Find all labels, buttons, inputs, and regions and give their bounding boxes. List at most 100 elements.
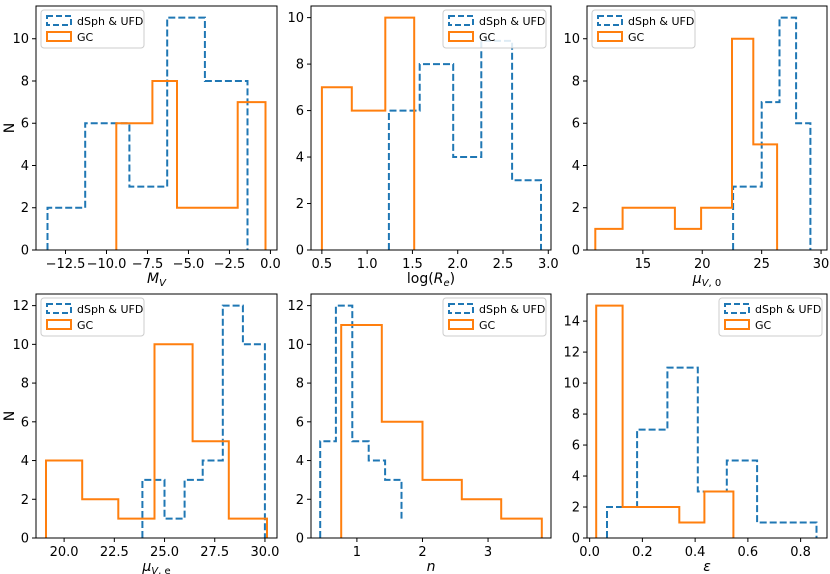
x-tick-label: 30: [813, 257, 830, 272]
x-tick-label: 25.0: [150, 545, 179, 560]
dsph-ufd-histogram-series: [319, 304, 403, 538]
x-axis-label: log(Re): [407, 271, 455, 289]
y-axis-label: N: [2, 123, 18, 133]
y-tick-label: 10: [287, 338, 304, 353]
y-tick-label: 8: [21, 74, 29, 89]
x-tick-label: 20: [694, 257, 711, 272]
x-tick-label: −5.0: [173, 257, 205, 272]
y-tick-label: 4: [572, 470, 580, 485]
y-tick-label: 4: [296, 454, 304, 469]
y-tick-label: 6: [21, 117, 29, 132]
legend-label-dsph-ufd: dSph & UFD: [479, 15, 545, 28]
y-tick-label: 14: [563, 315, 580, 330]
y-tick-label: 6: [296, 415, 304, 430]
y-tick-label: 2: [572, 201, 580, 216]
x-tick-label: 2.0: [447, 257, 468, 272]
legend-swatch-dsph-ufd: [46, 303, 72, 314]
x-axis-label: MV: [147, 271, 167, 289]
dsph-ufd-histogram-series: [732, 16, 812, 250]
legend: dSph & UFD GC: [442, 9, 547, 49]
legend-swatch-gc: [597, 31, 623, 42]
histogram-panel-2: 0.5 1.0 1.5 2.0 2.5 3.0 0 2 4 6 8 10 log(Re) dSph & U…: [287, 5, 559, 289]
y-axis-label: N: [2, 411, 18, 421]
y-tick-label: 10: [563, 377, 580, 392]
x-axis-label: n: [427, 559, 436, 574]
y-tick-label: 12: [12, 299, 29, 314]
x-tick-label: 27.5: [200, 545, 229, 560]
x-tick-label: 3.0: [538, 257, 559, 272]
legend-label-dsph-ufd: dSph & UFD: [77, 15, 143, 28]
legend: dSph & UFD GC: [718, 297, 823, 337]
y-tick-label: 6: [296, 104, 304, 119]
x-tick-label: −7.5: [132, 257, 164, 272]
x-tick-label: 25: [753, 257, 770, 272]
gc-histogram-series: [45, 343, 268, 538]
y-tick-label: 0: [21, 532, 29, 547]
axes-frame: [35, 5, 278, 251]
x-tick-label: 1: [353, 545, 361, 560]
y-tick-label: 8: [296, 58, 304, 73]
axes-frame: [310, 5, 552, 251]
legend-swatch-dsph-ufd: [597, 15, 623, 26]
x-tick-label: −12.5: [46, 257, 86, 272]
y-tick-label: 0: [296, 532, 304, 547]
x-tick-label: 0.2: [632, 545, 653, 560]
legend: dSph & UFD GC: [591, 9, 696, 49]
legend-box: [442, 297, 547, 337]
x-tick-label: 30.0: [250, 545, 279, 560]
y-tick-label: 4: [572, 159, 580, 174]
x-axis-label: μV, e: [141, 559, 170, 574]
y-tick-label: 8: [572, 408, 580, 423]
y-tick-label: 6: [572, 439, 580, 454]
legend-swatch-gc: [46, 319, 72, 330]
legend-label-gc: GC: [77, 31, 94, 44]
axes-frame: [35, 293, 278, 539]
legend-box: [591, 9, 696, 49]
x-tick-label: 0.4: [685, 545, 706, 560]
legend-label-gc: GC: [77, 319, 94, 332]
legend-swatch-gc: [448, 31, 474, 42]
legend-box: [718, 297, 823, 337]
y-tick-label: 2: [296, 197, 304, 212]
y-tick-label: 8: [21, 377, 29, 392]
y-tick-label: 0: [572, 244, 580, 259]
legend-label-dsph-ufd: dSph & UFD: [77, 303, 143, 316]
y-tick-label: 12: [563, 346, 580, 361]
y-tick-label: 10: [563, 32, 580, 47]
legend-label-gc: GC: [755, 319, 772, 332]
gc-histogram-series: [594, 37, 779, 250]
histogram-panel-1: −12.5 −10.0 −7.5 −5.0 −2.5 0.0 0 2 4 6 8 10 MV NdSph …: [2, 5, 281, 289]
gc-histogram-series: [340, 324, 543, 538]
x-axis-label: μV, 0: [692, 271, 722, 289]
dsph-ufd-histogram-series: [606, 366, 818, 538]
y-tick-label: 2: [572, 501, 580, 516]
histogram-panel-4: 20.0 22.5 25.0 27.5 30.0 0 2 4 6 8 10 12 μV, e NdSph …: [2, 293, 279, 574]
y-tick-label: 0: [296, 244, 304, 259]
legend-swatch-gc: [46, 31, 72, 42]
legend-swatch-dsph-ufd: [448, 15, 474, 26]
y-tick-label: 0: [21, 244, 29, 259]
axes-frame: [586, 293, 828, 539]
y-tick-label: 6: [21, 415, 29, 430]
gc-histogram-series: [320, 16, 416, 250]
x-tick-label: 0.0: [579, 545, 600, 560]
y-tick-label: 6: [572, 117, 580, 132]
x-tick-label: −10.0: [87, 257, 127, 272]
x-tick-label: 2: [418, 545, 426, 560]
x-tick-label: 20.0: [50, 545, 79, 560]
x-tick-label: 3: [484, 545, 492, 560]
legend-label-gc: GC: [479, 319, 496, 332]
y-tick-label: 8: [572, 74, 580, 89]
y-tick-label: 2: [296, 493, 304, 508]
x-axis-label: ε: [703, 559, 711, 574]
legend-label-dsph-ufd: dSph & UFD: [479, 303, 545, 316]
x-tick-label: 0.0: [260, 257, 281, 272]
legend-swatch-gc: [448, 319, 474, 330]
legend-swatch-dsph-ufd: [448, 303, 474, 314]
y-tick-label: 4: [21, 159, 29, 174]
dsph-ufd-histogram-series: [387, 39, 542, 250]
legend: dSph & UFD GC: [442, 297, 547, 337]
legend-box: [40, 9, 145, 49]
